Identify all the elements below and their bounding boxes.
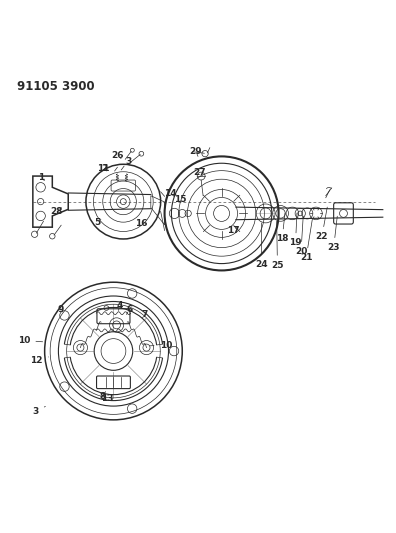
Text: 2: 2 bbox=[101, 164, 108, 173]
Text: 8: 8 bbox=[100, 392, 106, 401]
Text: 1: 1 bbox=[38, 173, 44, 182]
Text: 29: 29 bbox=[190, 147, 202, 156]
Text: 10: 10 bbox=[18, 336, 43, 345]
Text: 26: 26 bbox=[111, 151, 124, 160]
Text: 6: 6 bbox=[126, 305, 132, 314]
Text: 14: 14 bbox=[164, 189, 177, 198]
Text: 19: 19 bbox=[289, 213, 302, 247]
Text: 16: 16 bbox=[135, 219, 147, 228]
Text: 9: 9 bbox=[57, 305, 64, 314]
Text: 7: 7 bbox=[142, 310, 148, 319]
Text: 12: 12 bbox=[30, 357, 49, 366]
Text: 27: 27 bbox=[194, 168, 206, 177]
Text: 3: 3 bbox=[33, 406, 46, 416]
Text: 24: 24 bbox=[255, 223, 268, 269]
Text: 15: 15 bbox=[174, 195, 186, 204]
Text: 20: 20 bbox=[295, 216, 307, 256]
Text: 28: 28 bbox=[50, 207, 63, 216]
Text: 10: 10 bbox=[150, 341, 172, 350]
Text: 13: 13 bbox=[101, 394, 114, 403]
Text: 3: 3 bbox=[125, 157, 131, 166]
Text: 21: 21 bbox=[300, 219, 312, 262]
Text: 91105 3900: 91105 3900 bbox=[17, 80, 95, 93]
Text: 25: 25 bbox=[271, 221, 284, 270]
Text: 22: 22 bbox=[316, 207, 328, 241]
Text: 11: 11 bbox=[97, 164, 109, 173]
Text: 4: 4 bbox=[116, 301, 122, 311]
Text: 23: 23 bbox=[327, 216, 340, 252]
Text: 18: 18 bbox=[276, 213, 288, 244]
Text: 17: 17 bbox=[227, 226, 240, 235]
Text: 5: 5 bbox=[95, 218, 101, 227]
